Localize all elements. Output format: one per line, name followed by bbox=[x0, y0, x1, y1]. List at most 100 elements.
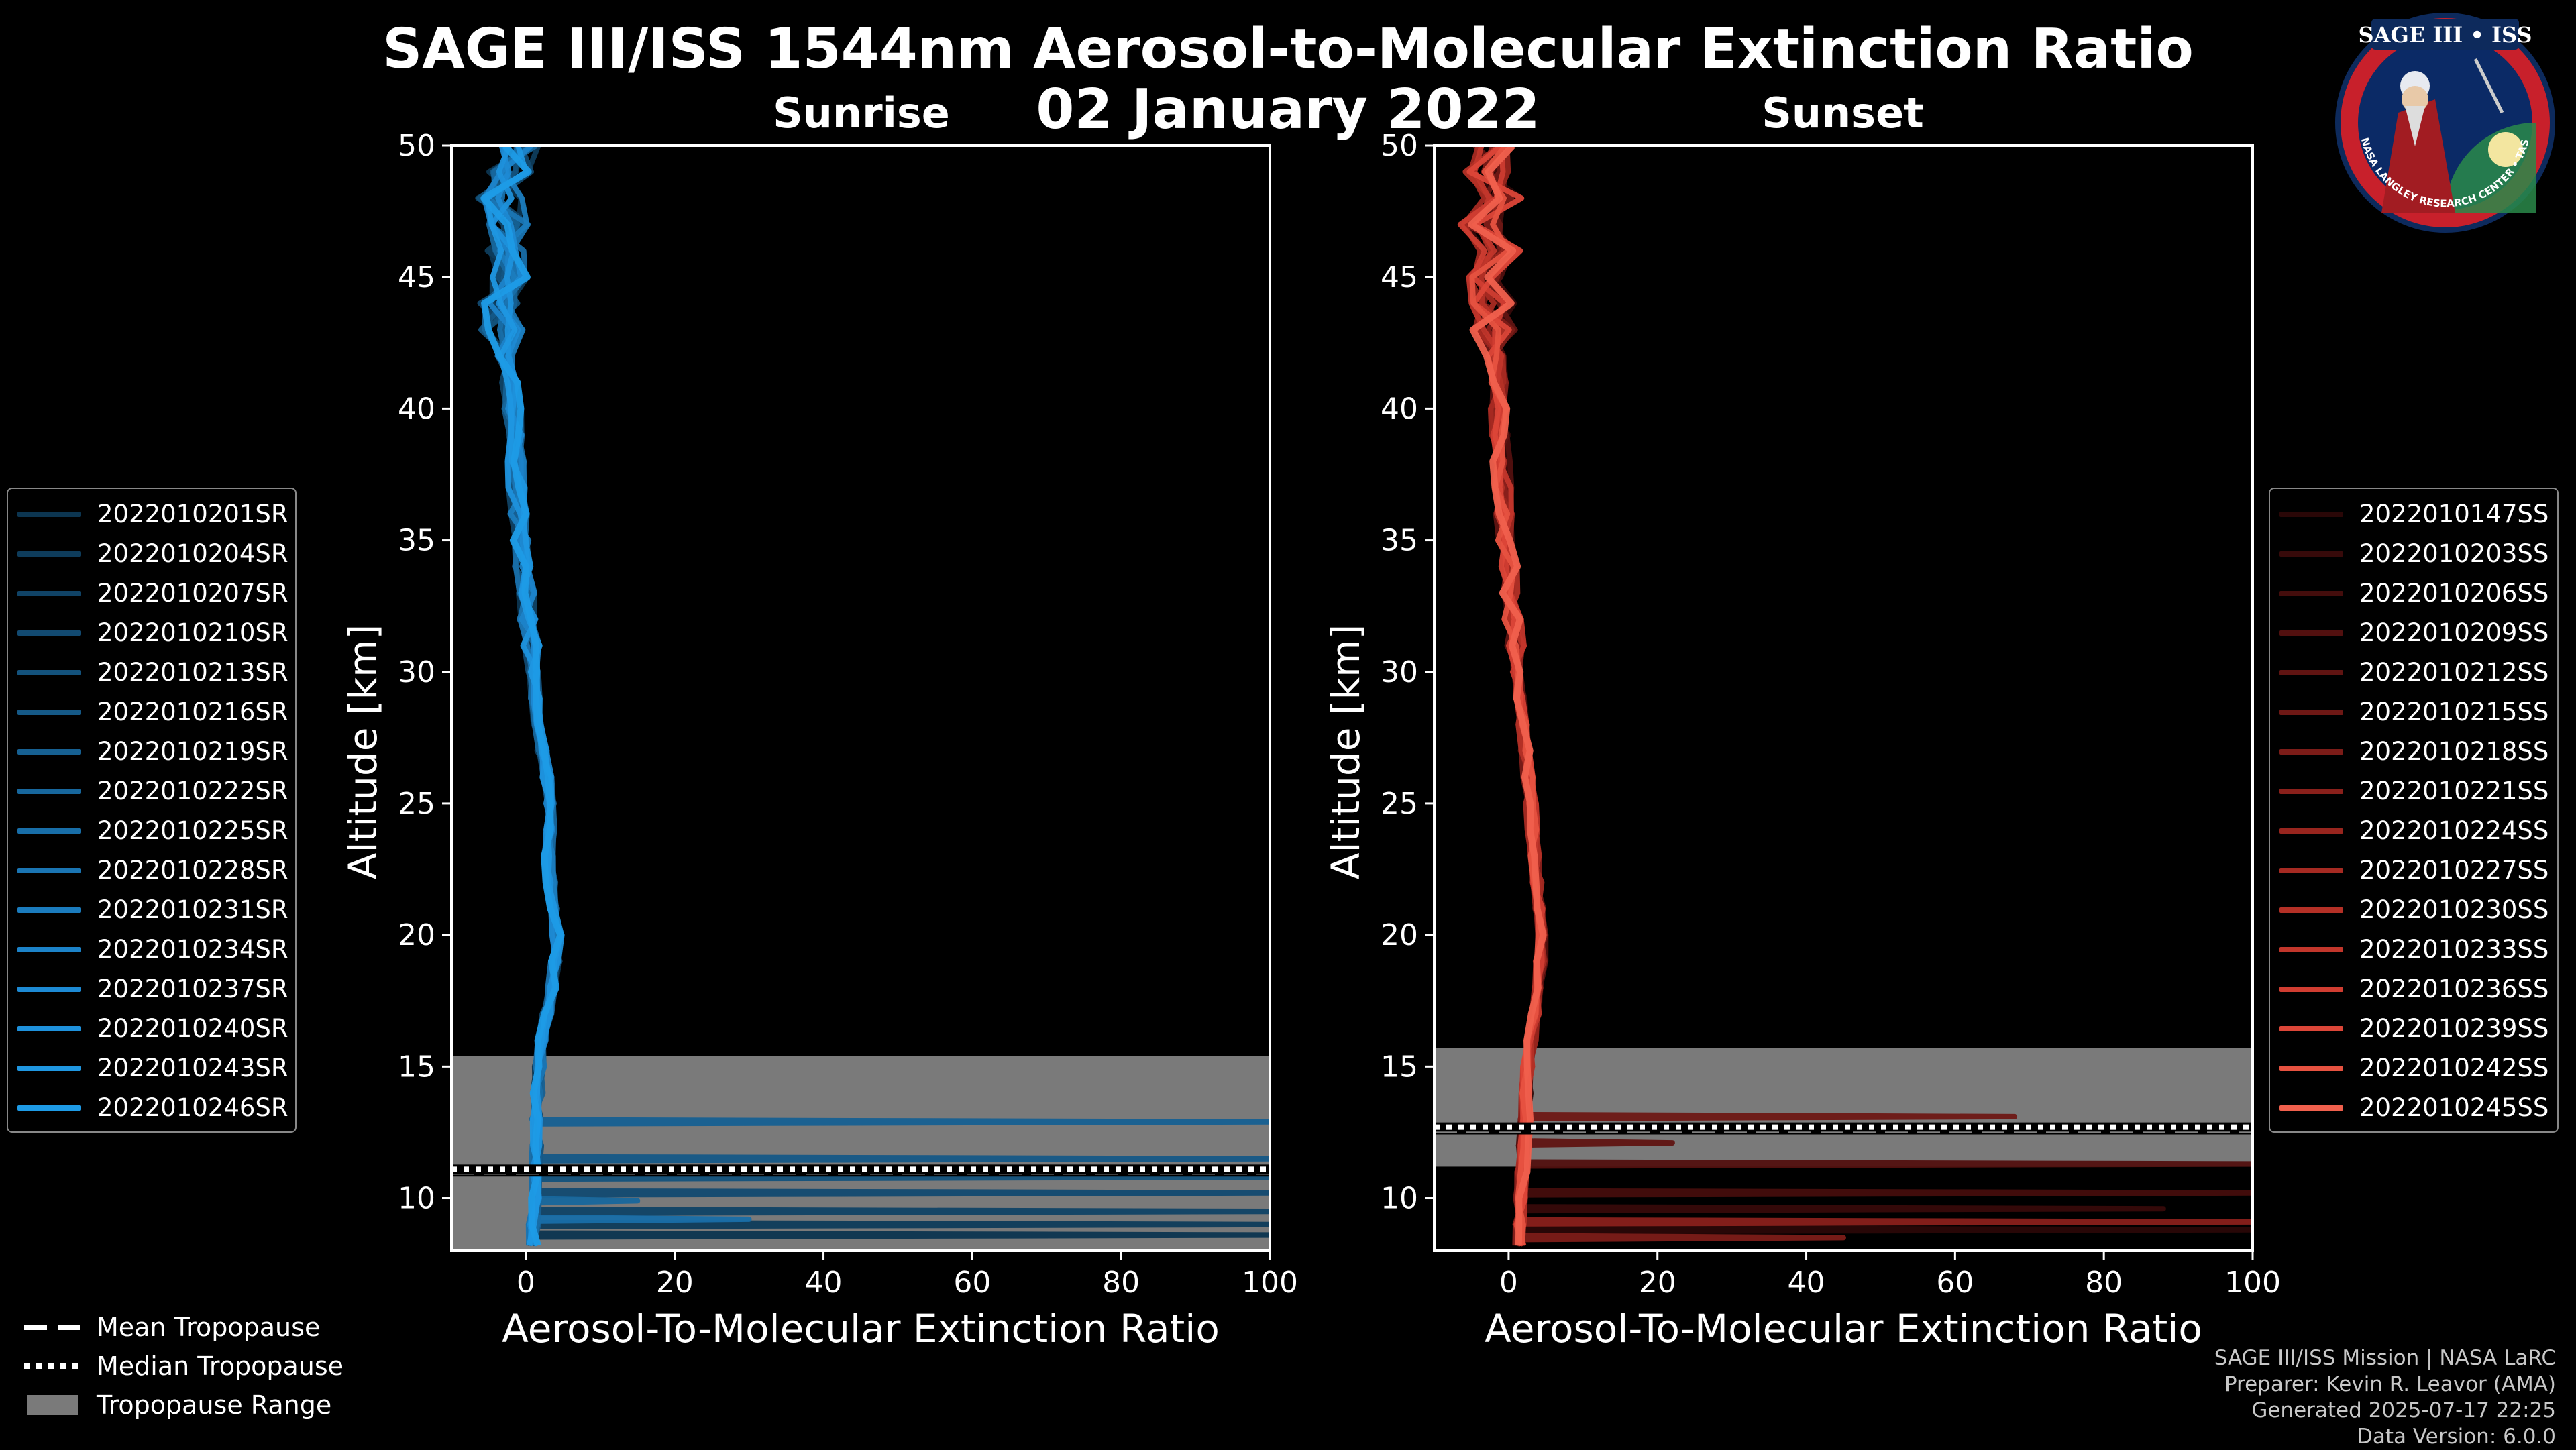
sunrise-legend-item: 2022010225SR bbox=[8, 811, 288, 850]
sunrise-series-2022010246SR bbox=[480, 146, 564, 1247]
sunset-legend-item: 2022010227SS bbox=[2270, 850, 2548, 890]
sunset-legend-label: 2022010230SS bbox=[2359, 895, 2549, 924]
footer-preparer: Preparer: Kevin R. Leavor (AMA) bbox=[2224, 1372, 2556, 1396]
sunrise-plot-frame bbox=[450, 144, 1271, 1252]
sunset-legend-item: 2022010233SS bbox=[2270, 930, 2548, 969]
chart-title: SAGE III/ISS 1544nm Aerosol-to-Molecular… bbox=[382, 17, 2194, 81]
sunrise-legend-item: 2022010219SR bbox=[8, 732, 288, 771]
sunrise-legend-item: 2022010228SR bbox=[8, 850, 288, 890]
sunrise-xtick-label-80: 80 bbox=[1102, 1266, 1140, 1300]
footer-mission: SAGE III/ISS Mission | NASA LaRC bbox=[2214, 1346, 2556, 1370]
footer-credits: SAGE III/ISS Mission | NASA LaRC Prepare… bbox=[2214, 1345, 2556, 1450]
sunset-legend-label: 2022010212SS bbox=[2359, 657, 2549, 687]
dashed-line-swatch bbox=[24, 1317, 80, 1337]
sunrise-legend-swatch bbox=[17, 946, 81, 952]
sunrise-legend-swatch bbox=[17, 630, 81, 636]
sunset-ytick-label-25: 25 bbox=[1381, 787, 1418, 821]
sunset-series-2022010239SS bbox=[1466, 146, 1544, 1247]
sunset-legend-label: 2022010227SS bbox=[2359, 855, 2549, 885]
sunrise-legend-item: 2022010240SR bbox=[8, 1009, 288, 1048]
sunset-legend-swatch bbox=[2279, 748, 2343, 755]
sunset-panel-title: Sunset bbox=[1762, 89, 1924, 137]
sunrise-legend-swatch bbox=[17, 986, 81, 992]
legend-mean-tropopause: Mean Tropopause bbox=[24, 1308, 320, 1347]
tropopause-legend: Mean Tropopause Median Tropopause Tropop… bbox=[0, 1308, 402, 1442]
sunset-y-axis-label: Altitude [km] bbox=[1323, 624, 1368, 879]
chart-date: 02 January 2022 bbox=[1036, 78, 1540, 142]
sunrise-x-axis-label: Aerosol-To-Molecular Extinction Ratio bbox=[502, 1306, 1220, 1351]
sunset-legend-swatch bbox=[2279, 867, 2343, 873]
sunset-tropopause-range bbox=[1434, 1048, 2253, 1167]
sunrise-legend-swatch bbox=[17, 1105, 81, 1111]
sunrise-xtick-label-0: 0 bbox=[517, 1266, 535, 1300]
sunrise-legend-label: 2022010243SR bbox=[97, 1053, 288, 1082]
sunset-legend-item: 2022010224SS bbox=[2270, 811, 2548, 850]
sunrise-legend-item: 2022010237SR bbox=[8, 969, 288, 1009]
sunset-legend-swatch bbox=[2279, 828, 2343, 834]
footer-generated: Generated 2025-07-17 22:25 bbox=[2251, 1398, 2556, 1423]
sunset-legend-item: 2022010212SS bbox=[2270, 653, 2548, 692]
range-swatch bbox=[24, 1395, 80, 1415]
sunset-ytick-label-45: 45 bbox=[1381, 260, 1418, 294]
sunset-legend-label: 2022010221SS bbox=[2359, 776, 2549, 805]
sunrise-legend-swatch bbox=[17, 748, 81, 755]
sunrise-ytick-label-30: 30 bbox=[398, 655, 435, 689]
sunset-ytick-label-30: 30 bbox=[1381, 655, 1418, 689]
sunset-plot-frame bbox=[1433, 144, 2254, 1252]
sunrise-legend-label: 2022010231SR bbox=[97, 895, 288, 924]
sunrise-legend-swatch bbox=[17, 709, 81, 715]
sunrise-legend-swatch bbox=[17, 788, 81, 794]
footer-version: Data Version: 6.0.0 bbox=[2356, 1425, 2556, 1449]
dotted-line-swatch bbox=[24, 1356, 80, 1376]
sunset-ytick-label-50: 50 bbox=[1381, 129, 1418, 163]
sunset-legend-item: 2022010242SS bbox=[2270, 1048, 2548, 1088]
sunrise-legend-item: 2022010246SR bbox=[8, 1088, 288, 1127]
sunrise-legend-label: 2022010234SR bbox=[97, 934, 288, 964]
sunset-xtick-label-60: 60 bbox=[1936, 1266, 1974, 1300]
sunset-legend-item: 2022010239SS bbox=[2270, 1009, 2548, 1048]
sunset-legend-item: 2022010221SS bbox=[2270, 771, 2548, 811]
sunrise-legend: 2022010201SR 2022010204SR 2022010207SR 2022… bbox=[7, 488, 297, 1133]
sunrise-legend-item: 2022010234SR bbox=[8, 930, 288, 969]
sunrise-legend-label: 2022010201SR bbox=[97, 499, 288, 528]
sunrise-ytick-label-40: 40 bbox=[398, 392, 435, 426]
sunrise-legend-item: 2022010216SR bbox=[8, 692, 288, 732]
sunrise-panel-title: Sunrise bbox=[773, 89, 950, 137]
sunrise-legend-label: 2022010204SR bbox=[97, 539, 288, 568]
sunrise-legend-swatch bbox=[17, 590, 81, 596]
sunrise-ytick-label-10: 10 bbox=[398, 1182, 435, 1216]
sunrise-legend-label: 2022010240SR bbox=[97, 1013, 288, 1043]
sunrise-legend-item: 2022010204SR bbox=[8, 534, 288, 573]
legend-tropopause-range: Tropopause Range bbox=[24, 1386, 331, 1425]
sunrise-legend-item: 2022010213SR bbox=[8, 653, 288, 692]
sunset-legend-item: 2022010218SS bbox=[2270, 732, 2548, 771]
sunset-legend-swatch bbox=[2279, 946, 2343, 952]
sunset-legend-label: 2022010236SS bbox=[2359, 974, 2549, 1003]
sunset-legend-swatch bbox=[2279, 907, 2343, 913]
sunrise-legend-swatch bbox=[17, 1025, 81, 1031]
sunset-legend-swatch bbox=[2279, 986, 2343, 992]
sunset-legend-label: 2022010224SS bbox=[2359, 816, 2549, 845]
sunset-legend-swatch bbox=[2279, 551, 2343, 557]
sunrise-legend-label: 2022010246SR bbox=[97, 1093, 288, 1122]
sunrise-legend-swatch bbox=[17, 867, 81, 873]
sunrise-legend-swatch bbox=[17, 1065, 81, 1071]
sunset-legend-item: 2022010236SS bbox=[2270, 969, 2548, 1009]
sunset-legend-item: 2022010245SS bbox=[2270, 1088, 2548, 1127]
sunrise-legend-item: 2022010231SR bbox=[8, 890, 288, 930]
sunset-xtick-label-40: 40 bbox=[1788, 1266, 1825, 1300]
sunrise-legend-label: 2022010228SR bbox=[97, 855, 288, 885]
sunrise-legend-swatch bbox=[17, 907, 81, 913]
sunrise-xtick-label-40: 40 bbox=[805, 1266, 843, 1300]
sunrise-legend-label: 2022010216SR bbox=[97, 697, 288, 726]
sunset-legend-label: 2022010206SS bbox=[2359, 578, 2549, 608]
sunset-legend-item: 2022010147SS bbox=[2270, 494, 2548, 534]
sunset-legend-label: 2022010233SS bbox=[2359, 934, 2549, 964]
sunrise-legend-item: 2022010210SR bbox=[8, 613, 288, 653]
sunrise-xtick-label-60: 60 bbox=[953, 1266, 991, 1300]
sunset-xtick-label-80: 80 bbox=[2085, 1266, 2123, 1300]
sunrise-ytick-label-15: 15 bbox=[398, 1050, 435, 1084]
sunrise-xtick-label-100: 100 bbox=[1242, 1266, 1298, 1300]
sunrise-legend-item: 2022010207SR bbox=[8, 573, 288, 613]
sunset-legend-swatch bbox=[2279, 630, 2343, 636]
